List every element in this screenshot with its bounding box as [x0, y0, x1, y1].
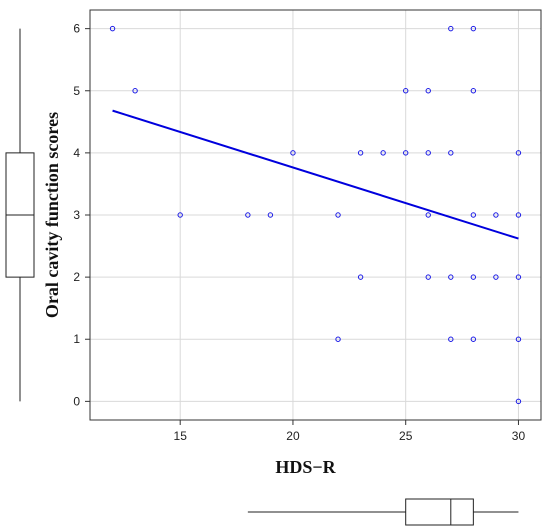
data-point	[109, 25, 116, 32]
data-point	[515, 336, 522, 342]
data-point	[403, 88, 409, 94]
y-tick-label: 6	[73, 22, 80, 36]
x-boxplot-box	[405, 498, 474, 526]
data-point	[448, 336, 454, 342]
data-point	[493, 212, 499, 218]
data-point	[267, 212, 274, 218]
data-point	[515, 150, 522, 156]
data-point	[448, 150, 454, 156]
grid	[90, 10, 541, 420]
x-tick-label: 25	[399, 429, 413, 443]
x-marginal-boxplot	[247, 498, 519, 526]
y-axis-title: Oral cavity function scores	[42, 112, 62, 318]
y-tick-label: 0	[73, 394, 80, 408]
y-tick-label: 4	[73, 146, 80, 160]
x-axis-title: HDS−R	[275, 457, 336, 477]
data-point	[290, 150, 296, 156]
data-point	[470, 212, 477, 218]
data-point	[403, 150, 409, 156]
axis-ticks: 15 20 25 30 0 1 2 3 4 5 6	[73, 22, 525, 443]
data-point	[425, 88, 431, 94]
data-point	[470, 88, 477, 94]
data-point	[335, 336, 341, 342]
y-tick-label: 5	[73, 84, 80, 98]
data-points	[109, 25, 522, 405]
data-point	[132, 88, 138, 94]
data-point	[448, 25, 454, 32]
data-point	[515, 398, 522, 405]
x-tick-label: 15	[174, 429, 188, 443]
y-marginal-boxplot	[5, 28, 35, 402]
data-point	[357, 274, 364, 280]
data-point	[357, 150, 364, 156]
data-point	[448, 274, 454, 280]
data-point	[515, 274, 522, 280]
y-tick-label: 1	[73, 332, 80, 346]
y-tick-label: 3	[73, 208, 80, 222]
data-point	[470, 25, 477, 32]
data-point	[425, 274, 431, 280]
data-point	[380, 150, 386, 156]
data-point	[425, 150, 431, 156]
data-point	[177, 212, 183, 218]
data-point	[515, 212, 522, 218]
data-point	[470, 274, 477, 280]
x-tick-label: 20	[286, 429, 300, 443]
data-point	[335, 212, 341, 218]
data-point	[470, 336, 477, 342]
y-tick-label: 2	[73, 270, 80, 284]
data-point	[493, 274, 499, 280]
data-point	[245, 212, 251, 218]
data-point	[425, 212, 431, 218]
x-tick-label: 30	[512, 429, 526, 443]
trend-line	[112, 109, 519, 240]
